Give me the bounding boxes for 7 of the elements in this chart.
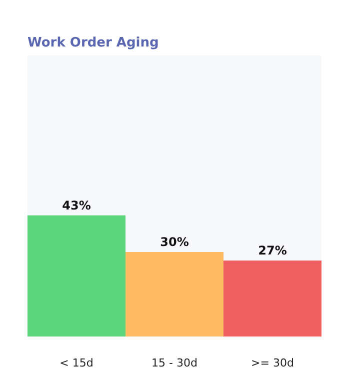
data-label: 43% xyxy=(62,198,91,212)
data-label: 30% xyxy=(160,234,189,249)
data-label: 27% xyxy=(258,243,287,258)
x-tick-label: 15 - 30d xyxy=(152,356,198,370)
x-tick-label: < 15d xyxy=(60,356,94,370)
chart-title: Work Order Aging xyxy=(28,36,159,50)
x-tick-label: >= 30d xyxy=(251,356,294,370)
